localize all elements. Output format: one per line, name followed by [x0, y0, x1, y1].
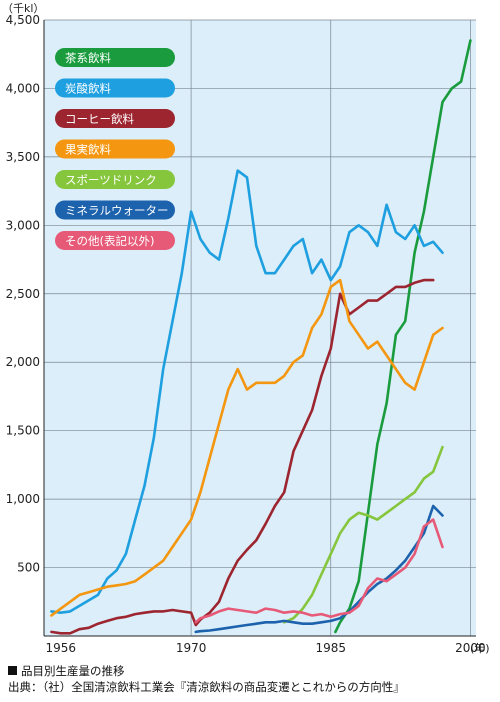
- square-bullet-icon: [8, 666, 17, 675]
- legend-label: 果実飲料: [65, 143, 111, 157]
- legend-swatch: [55, 231, 175, 250]
- y-tick-label: 2,500: [6, 287, 40, 301]
- y-axis-unit: （千kl）: [2, 2, 44, 15]
- y-tick-label: 1,500: [6, 424, 40, 438]
- y-tick-label: 4,500: [6, 13, 40, 27]
- series-line: [50, 169, 444, 614]
- series-line: [50, 278, 444, 617]
- legend: 茶系飲料炭酸飲料コーヒー飲料果実飲料スポーツドリンクミネラルウォーターその他(表…: [55, 48, 175, 250]
- legend-swatch: [55, 170, 175, 189]
- legend-swatch: [55, 139, 175, 159]
- series-line: [194, 518, 444, 624]
- series-line: [334, 39, 472, 634]
- y-tick-label: 1,000: [6, 492, 40, 506]
- y-tick-label: 2,000: [6, 355, 40, 369]
- legend-label: コーヒー飲料: [65, 112, 134, 126]
- y-tick-label: 3,000: [6, 218, 40, 232]
- x-tick-label: 2000: [455, 641, 486, 655]
- series-line: [282, 445, 444, 624]
- x-tick-label: 1970: [176, 641, 207, 655]
- y-tick-label: 3,500: [6, 150, 40, 164]
- series-lines: [50, 39, 472, 635]
- x-tick-label: 1985: [315, 641, 346, 655]
- legend-label: 茶系飲料: [65, 51, 111, 65]
- legend-label: ミネラルウォーター: [65, 204, 169, 218]
- x-axis-unit: (年): [470, 641, 490, 655]
- y-tick-label: 4,000: [6, 81, 40, 95]
- legend-swatch: [55, 200, 175, 220]
- caption-title: 品目別生産量の推移: [21, 664, 125, 678]
- y-tick-label: 500: [17, 561, 40, 575]
- series-line: [194, 504, 444, 634]
- x-tick-label: 1956: [45, 641, 76, 655]
- chart-source: 出典：（社）全国清涼飲料工業会『清涼飲料の商品変遷とこれからの方向性』: [8, 680, 405, 694]
- legend-swatch: [55, 48, 175, 67]
- legend-label: その他(表記以外): [65, 234, 154, 248]
- legend-label: スポーツドリンク: [65, 173, 157, 187]
- legend-label: 炭酸飲料: [65, 82, 111, 96]
- series-line: [50, 278, 435, 635]
- legend-swatch: [55, 109, 175, 128]
- legend-swatch: [55, 78, 175, 98]
- axes: 500 1,000 1,500 2,000 2,500 3,000 3,500 4,000 4,…: [6, 13, 486, 655]
- chart-caption: 品目別生産量の推移: [8, 663, 125, 679]
